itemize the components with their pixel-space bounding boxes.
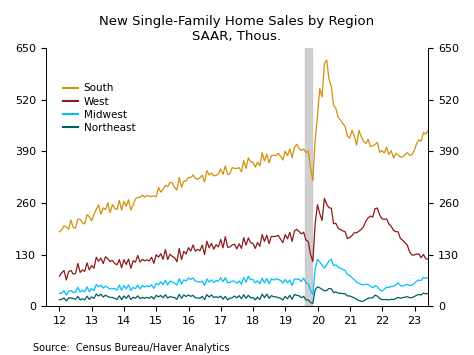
Legend: South, West, Midwest, Northeast: South, West, Midwest, Northeast <box>59 79 139 137</box>
Title: New Single-Family Home Sales by Region
SAAR, Thous.: New Single-Family Home Sales by Region S… <box>100 15 374 43</box>
Text: Source:  Census Bureau/Haver Analytics: Source: Census Bureau/Haver Analytics <box>33 343 230 353</box>
Bar <box>305 48 312 306</box>
